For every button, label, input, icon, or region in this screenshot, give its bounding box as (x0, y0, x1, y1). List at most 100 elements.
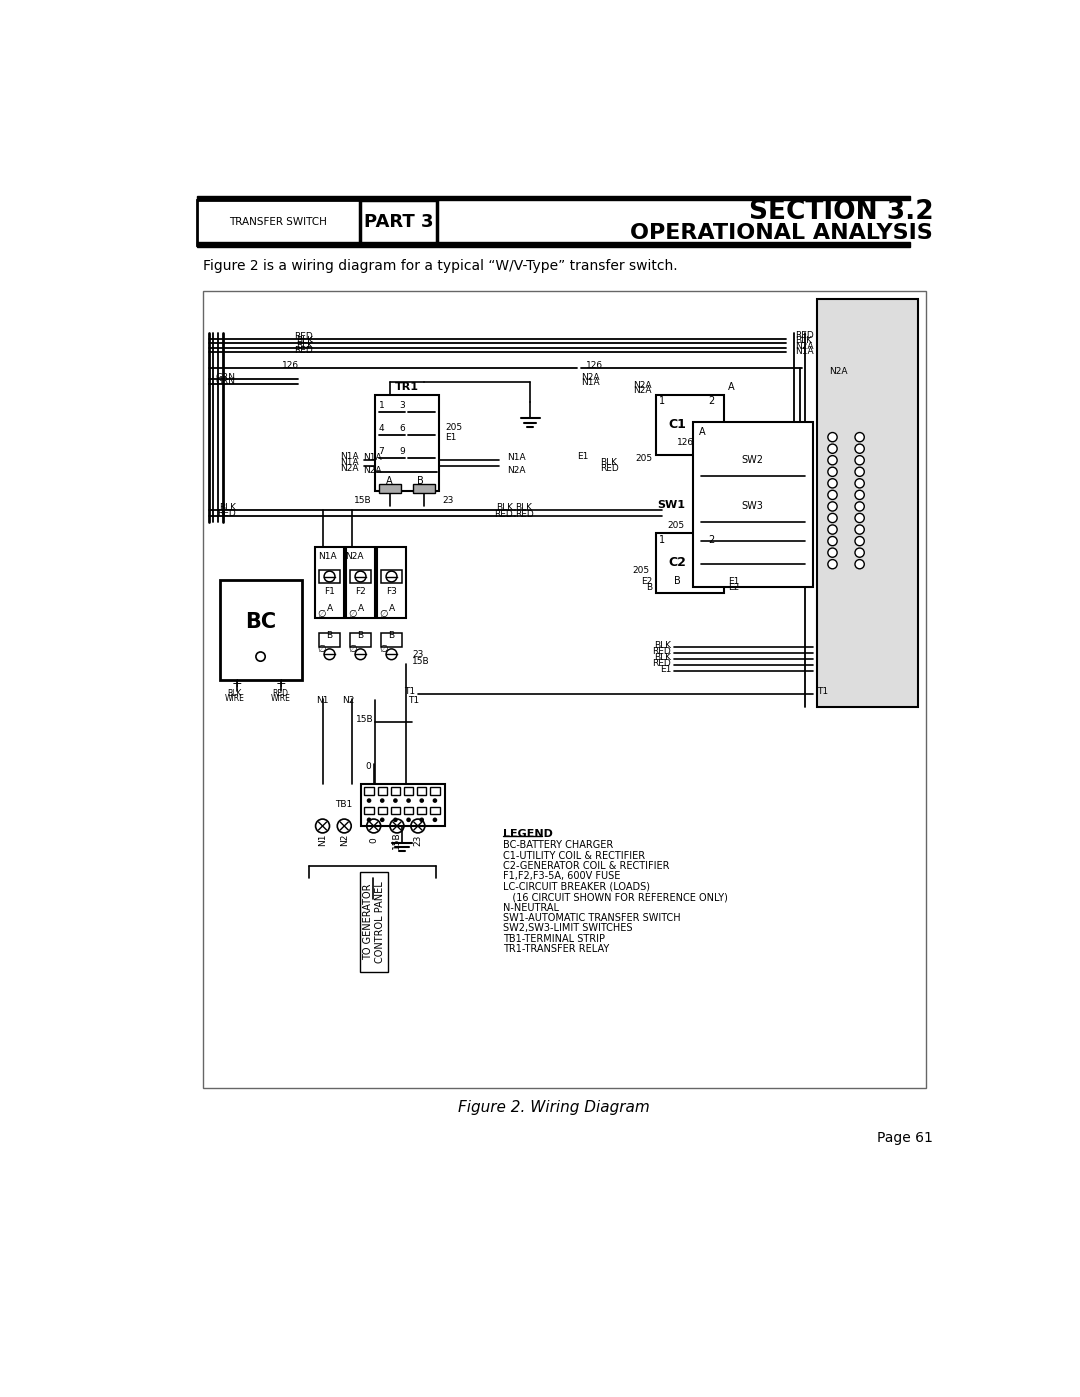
Circle shape (828, 548, 837, 557)
Text: 2: 2 (708, 395, 715, 407)
Text: GRN: GRN (216, 373, 235, 381)
Circle shape (828, 433, 837, 441)
Text: A: A (699, 426, 705, 437)
Text: 6: 6 (400, 425, 405, 433)
Text: LEGEND: LEGEND (503, 828, 553, 838)
Circle shape (406, 817, 410, 823)
Text: 126: 126 (282, 360, 299, 370)
Circle shape (393, 798, 397, 803)
Bar (656, 395, 724, 455)
Text: GRN: GRN (216, 377, 235, 386)
Text: WIRE: WIRE (225, 694, 244, 704)
Text: SECTION 3.2: SECTION 3.2 (748, 200, 933, 225)
Bar (203, 291, 926, 1088)
Bar (319, 570, 340, 584)
Text: RED: RED (295, 345, 313, 355)
Text: 205: 205 (445, 423, 462, 432)
Bar (391, 806, 400, 814)
Bar (350, 633, 372, 647)
Text: ∅: ∅ (318, 644, 326, 654)
Circle shape (855, 525, 864, 534)
Circle shape (828, 467, 837, 476)
Text: E1: E1 (577, 451, 589, 461)
Bar (378, 806, 387, 814)
Text: BLK: BLK (600, 458, 617, 467)
Text: E2: E2 (728, 583, 739, 592)
Text: B: B (417, 476, 423, 486)
Bar (391, 788, 400, 795)
Text: B: B (674, 576, 680, 587)
Circle shape (855, 490, 864, 500)
Text: A: A (357, 604, 364, 612)
Text: T1: T1 (404, 687, 416, 696)
Text: ∅: ∅ (379, 609, 388, 619)
Text: BLK: BLK (496, 503, 513, 513)
Text: T1: T1 (408, 696, 419, 705)
Text: B: B (646, 583, 652, 592)
Circle shape (828, 525, 837, 534)
Circle shape (855, 444, 864, 453)
Circle shape (855, 548, 864, 557)
Text: TO GENERATOR
CONTROL PANEL: TO GENERATOR CONTROL PANEL (363, 882, 384, 963)
Text: TRANSFER SWITCH: TRANSFER SWITCH (229, 218, 327, 228)
Text: 15B: 15B (392, 831, 402, 848)
Text: C1-UTILITY COIL & RECTIFIER: C1-UTILITY COIL & RECTIFIER (503, 851, 645, 861)
Text: SW1-AUTOMATIC TRANSFER SWITCH: SW1-AUTOMATIC TRANSFER SWITCH (503, 914, 680, 923)
Text: 1: 1 (659, 395, 665, 407)
Text: Figure 2 is a wiring diagram for a typical “W/V-Type” transfer switch.: Figure 2 is a wiring diagram for a typic… (203, 260, 678, 274)
Text: +: + (275, 678, 286, 690)
Bar (220, 580, 301, 680)
Text: 7: 7 (379, 447, 384, 457)
Text: 15B: 15B (356, 715, 374, 724)
Bar (430, 788, 440, 795)
Circle shape (855, 536, 864, 546)
Text: C2-GENERATOR COIL & RECTIFIER: C2-GENERATOR COIL & RECTIFIER (503, 861, 670, 872)
Circle shape (380, 798, 384, 803)
Text: WIRE: WIRE (271, 694, 291, 704)
Text: 23: 23 (413, 650, 423, 659)
Text: BLK: BLK (515, 503, 531, 513)
Text: N1A: N1A (507, 454, 526, 462)
Text: N1A: N1A (340, 458, 359, 467)
Circle shape (828, 502, 837, 511)
Text: N1A: N1A (318, 552, 337, 562)
Text: E2: E2 (640, 577, 652, 585)
Text: N2A: N2A (340, 464, 359, 474)
Text: F1: F1 (324, 587, 335, 595)
Text: B: B (389, 631, 394, 640)
Circle shape (380, 817, 384, 823)
Bar (377, 548, 406, 617)
Circle shape (367, 817, 372, 823)
Text: RED: RED (795, 331, 814, 339)
Bar (430, 806, 440, 814)
Text: ∅: ∅ (379, 644, 388, 654)
Text: RED: RED (652, 659, 672, 668)
Bar (364, 806, 374, 814)
Text: 15B: 15B (413, 658, 430, 666)
Text: BLK: BLK (296, 341, 313, 351)
Text: N2A: N2A (581, 373, 599, 381)
Text: SW2: SW2 (742, 455, 764, 465)
Text: BLK: BLK (227, 689, 242, 698)
Text: BLK: BLK (654, 641, 672, 650)
Text: E1: E1 (728, 577, 739, 585)
Text: T1: T1 (816, 687, 828, 696)
Text: A: A (728, 383, 734, 393)
Text: 1: 1 (659, 535, 665, 545)
Bar (417, 806, 427, 814)
Bar (404, 806, 414, 814)
Bar (360, 872, 388, 972)
Text: TB1: TB1 (335, 800, 352, 809)
Text: E1: E1 (445, 433, 457, 441)
Bar (350, 570, 372, 584)
Text: A: A (326, 604, 333, 612)
Bar (378, 788, 387, 795)
Bar (360, 200, 437, 244)
Circle shape (419, 798, 424, 803)
Circle shape (855, 502, 864, 511)
Bar (379, 485, 401, 493)
Bar (380, 633, 403, 647)
Circle shape (406, 798, 410, 803)
Text: A: A (389, 604, 394, 612)
Text: RED: RED (652, 647, 672, 655)
